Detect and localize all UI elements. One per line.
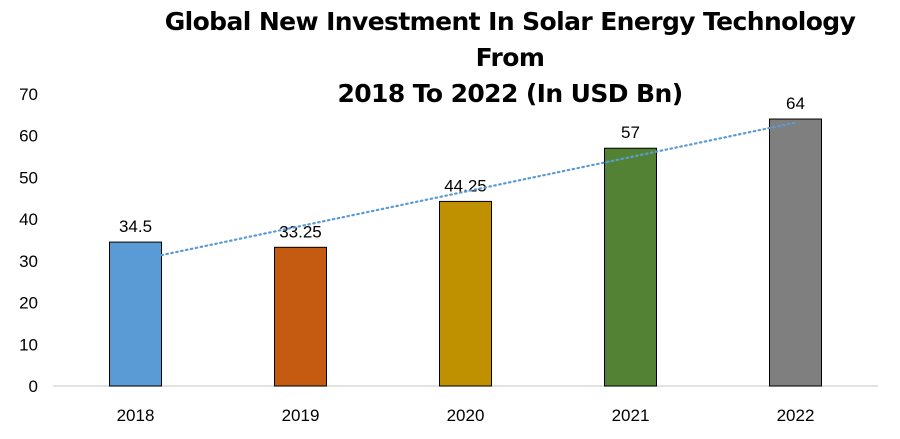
bar-2019 — [274, 246, 327, 387]
bar-2022 — [769, 118, 822, 387]
data-label-2022: 64 — [786, 94, 805, 113]
data-label-2018: 34.5 — [119, 217, 152, 236]
chart-title-line-2: 2018 To 2022 (In USD Bn) — [337, 79, 683, 108]
y-tick-label: 60 — [19, 127, 38, 146]
trendline — [160, 121, 797, 257]
bar-2018 — [109, 241, 162, 387]
y-tick-label: 40 — [19, 210, 38, 229]
data-label-2020: 44.25 — [444, 176, 487, 195]
x-tick-label: 2018 — [117, 406, 155, 425]
x-axis: 2018 2019 2020 2021 2022 — [117, 406, 815, 425]
x-tick-label: 2019 — [282, 406, 320, 425]
y-tick-label: 50 — [19, 168, 38, 187]
x-tick-label: 2021 — [612, 406, 650, 425]
chart-title: Global New Investment In Solar Energy Te… — [150, 4, 870, 112]
y-tick-label: 20 — [19, 294, 38, 313]
y-tick-label: 70 — [19, 85, 38, 104]
y-tick-label: 30 — [19, 252, 38, 271]
y-tick-label: 10 — [19, 335, 38, 354]
bar-2020 — [439, 200, 492, 387]
y-axis: 0 10 20 30 40 50 60 70 — [19, 85, 38, 396]
chart-title-line-1: Global New Investment In Solar Energy Te… — [164, 7, 856, 72]
x-tick-label: 2020 — [447, 406, 485, 425]
y-tick-label: 0 — [29, 377, 38, 396]
data-labels: 34.5 33.25 44.25 57 64 — [119, 94, 805, 241]
bars — [109, 118, 822, 387]
data-label-2021: 57 — [621, 123, 640, 142]
x-tick-label: 2022 — [777, 406, 815, 425]
data-label-2019: 33.25 — [279, 222, 322, 241]
bar-2021 — [604, 147, 657, 387]
